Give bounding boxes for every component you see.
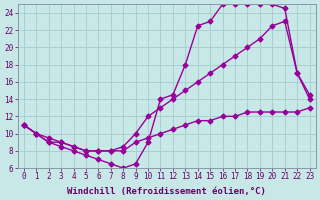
- X-axis label: Windchill (Refroidissement éolien,°C): Windchill (Refroidissement éolien,°C): [67, 187, 266, 196]
